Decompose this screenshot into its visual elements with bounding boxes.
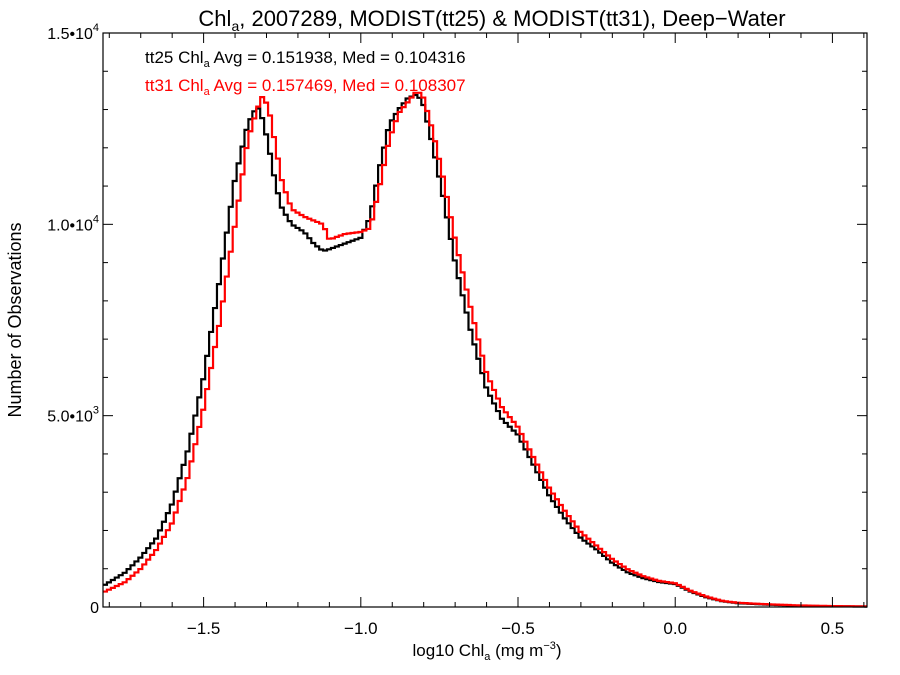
- stats-tt31-sub: a: [204, 86, 211, 98]
- x-axis-label-end: ): [556, 641, 562, 660]
- x-tick-label: −1.5: [187, 619, 221, 638]
- chart-title: Chla, 2007289, MODIST(tt25) & MODIST(tt3…: [198, 6, 785, 34]
- chart-title-base: Chl: [198, 6, 231, 31]
- series-line-tt25: [103, 93, 867, 608]
- stats-line-tt25: tt25 Chla Avg = 0.151938, Med = 0.104316: [145, 48, 466, 70]
- stats-line-tt31: tt31 Chla Avg = 0.157469, Med = 0.108307: [145, 76, 466, 98]
- x-axis-ticks: −1.5 −1.0 −0.5 0.0 0.5: [108, 33, 865, 638]
- x-axis-label-sup: −3: [543, 640, 556, 652]
- x-axis-label-sub: a: [484, 651, 491, 663]
- y-axis-label: Number of Observations: [5, 222, 25, 417]
- stats-tt25-sub: a: [204, 58, 211, 70]
- stats-tt25-rest: Avg = 0.151938, Med = 0.104316: [210, 48, 466, 67]
- x-axis-label-base: log10 Chl: [412, 641, 484, 660]
- y-tick-label: 0: [90, 600, 99, 617]
- stats-tt31-base: tt31 Chl: [145, 76, 204, 95]
- x-axis-label-rest: (mg m: [490, 641, 543, 660]
- plot-frame: [102, 32, 868, 608]
- chart-title-rest: , 2007289, MODIST(tt25) & MODIST(tt31), …: [239, 6, 785, 31]
- y-axis-ticks: 0 5.0•103 1.0•104 1.5•104: [47, 22, 867, 617]
- stats-tt31-rest: Avg = 0.157469, Med = 0.108307: [210, 76, 466, 95]
- y-tick-label: 5.0•103: [47, 405, 99, 426]
- x-tick-label: −1.0: [344, 619, 378, 638]
- x-axis-label: log10 Chla (mg m−3): [412, 640, 561, 663]
- x-tick-label: 0.0: [663, 619, 687, 638]
- y-tick-label: 1.0•104: [47, 213, 99, 234]
- stats-tt25-base: tt25 Chl: [145, 48, 204, 67]
- x-tick-label: −0.5: [501, 619, 535, 638]
- y-tick-label: 1.5•104: [47, 22, 99, 43]
- x-tick-label: 0.5: [821, 619, 845, 638]
- series-line-tt31: [103, 91, 867, 608]
- chart-title-sub: a: [231, 18, 239, 34]
